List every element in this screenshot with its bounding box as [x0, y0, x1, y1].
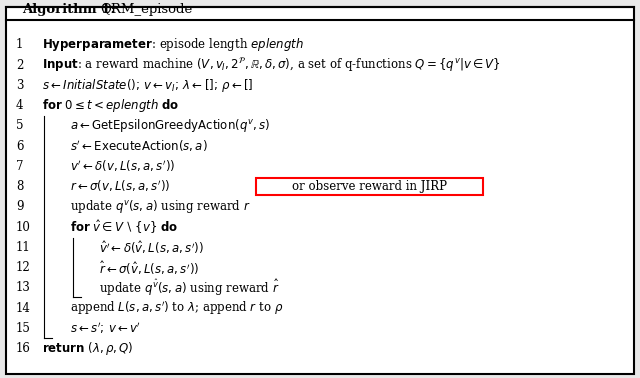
- Text: 14: 14: [16, 302, 31, 315]
- Text: 8: 8: [16, 180, 24, 193]
- Text: $s' \leftarrow \mathrm{ExecuteAction}(s, a)$: $s' \leftarrow \mathrm{ExecuteAction}(s,…: [70, 138, 208, 154]
- FancyBboxPatch shape: [6, 6, 634, 374]
- Text: $v' \leftarrow \delta(v, L(s, a, s'))$: $v' \leftarrow \delta(v, L(s, a, s'))$: [70, 159, 176, 174]
- Text: or observe reward in JIRP: or observe reward in JIRP: [292, 180, 447, 193]
- Text: 10: 10: [16, 221, 31, 234]
- Text: update $q^v(s, a)$ using reward $r$: update $q^v(s, a)$ using reward $r$: [70, 198, 251, 215]
- Text: $s \leftarrow s';\, v \leftarrow v'$: $s \leftarrow s';\, v \leftarrow v'$: [70, 321, 141, 336]
- Text: append $L(s, a, s')$ to $\lambda$; append $r$ to $\rho$: append $L(s, a, s')$ to $\lambda$; appen…: [70, 299, 284, 317]
- Text: $a \leftarrow \mathrm{GetEpsilonGreedyAction}(q^v, s)$: $a \leftarrow \mathrm{GetEpsilonGreedyAc…: [70, 118, 271, 134]
- Text: 7: 7: [16, 160, 24, 173]
- Text: 12: 12: [16, 261, 31, 274]
- Text: $\mathbf{return}$ $(\lambda, \rho, Q)$: $\mathbf{return}$ $(\lambda, \rho, Q)$: [42, 340, 133, 357]
- Text: $\hat{r} \leftarrow \sigma(\hat{v}, L(s, a, s'))$: $\hat{r} \leftarrow \sigma(\hat{v}, L(s,…: [99, 259, 200, 277]
- Text: 15: 15: [16, 322, 31, 335]
- Text: $\mathbf{for}$ $\hat{v} \in V \setminus \{v\}$ $\mathbf{do}$: $\mathbf{for}$ $\hat{v} \in V \setminus …: [70, 218, 179, 236]
- Text: 1: 1: [16, 38, 24, 51]
- Text: 16: 16: [16, 342, 31, 355]
- Text: 13: 13: [16, 282, 31, 294]
- Text: $s \leftarrow \mathit{InitialState}();\, v \leftarrow v_I;\, \lambda \leftarrow : $s \leftarrow \mathit{InitialState}();\,…: [42, 77, 253, 94]
- Text: 2: 2: [16, 59, 24, 71]
- Text: 5: 5: [16, 119, 24, 132]
- Text: $\mathbf{for}$ $0 \leq t < \mathit{eplength}$ $\mathbf{do}$: $\mathbf{for}$ $0 \leq t < \mathit{eplen…: [42, 97, 179, 114]
- Text: update $q^{\hat{v}}(s, a)$ using reward $\hat{r}$: update $q^{\hat{v}}(s, a)$ using reward …: [99, 278, 280, 298]
- Text: $r \leftarrow \sigma(v, L(s, a, s'))$: $r \leftarrow \sigma(v, L(s, a, s'))$: [70, 179, 171, 194]
- Text: Algorithm 1:: Algorithm 1:: [22, 3, 116, 16]
- Text: QRM_episode: QRM_episode: [100, 3, 192, 16]
- Text: 6: 6: [16, 139, 24, 153]
- Text: $\hat{v}' \leftarrow \delta(\hat{v}, L(s, a, s'))$: $\hat{v}' \leftarrow \delta(\hat{v}, L(s…: [99, 239, 204, 256]
- Text: 3: 3: [16, 79, 24, 92]
- Text: 11: 11: [16, 241, 31, 254]
- Text: 9: 9: [16, 200, 24, 214]
- Text: $\mathbf{Hyperparameter}$: episode length $\mathit{eplength}$: $\mathbf{Hyperparameter}$: episode lengt…: [42, 36, 303, 53]
- Text: 4: 4: [16, 99, 24, 112]
- Text: $\mathbf{Input}$: a reward machine $(V, v_I, 2^\mathcal{P}, \mathbb{R}, \delta, : $\mathbf{Input}$: a reward machine $(V, …: [42, 56, 500, 74]
- Bar: [256, 178, 483, 195]
